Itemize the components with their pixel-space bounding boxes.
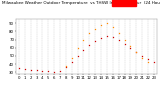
Text: Milwaukee Weather Outdoor Temperature  vs THSW Index  per Hour  (24 Hours): Milwaukee Weather Outdoor Temperature vs… bbox=[2, 1, 160, 5]
